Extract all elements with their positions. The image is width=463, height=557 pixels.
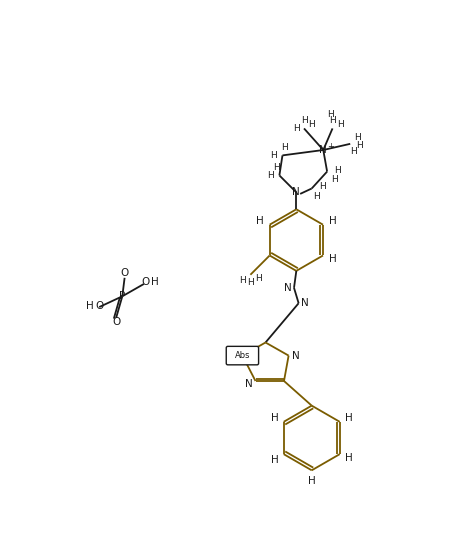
Text: H: H [344,413,352,423]
Text: H: H [355,141,362,150]
Text: O: O [141,277,149,287]
Text: H: H [312,192,319,201]
Text: H: H [328,255,336,265]
Text: N: N [291,350,299,360]
Text: H: H [266,171,273,180]
Text: N: N [319,145,326,155]
Text: H: H [344,453,352,463]
Text: H: H [239,276,245,285]
Text: H: H [272,163,279,172]
Text: H: H [334,165,341,174]
Text: N: N [292,187,300,197]
Text: O: O [112,317,120,328]
Text: H: H [292,124,299,133]
Text: H: H [270,413,278,423]
Text: H: H [270,455,278,465]
Text: H: H [349,147,356,156]
Text: H: H [269,151,276,160]
Text: N: N [300,298,308,308]
Text: H: H [319,183,325,192]
Text: H: H [280,143,287,152]
Text: H: H [150,277,158,287]
Text: N: N [283,283,291,293]
Text: H: H [336,120,343,129]
Text: Abs: Abs [234,351,250,360]
Text: H: H [327,110,334,119]
Text: +: + [326,141,333,150]
Text: H: H [308,120,314,129]
Text: N: N [244,379,252,389]
Text: H: H [328,216,336,226]
Text: H: H [300,116,307,125]
Text: H: H [86,301,94,311]
Text: H: H [331,175,338,184]
Text: H: H [328,116,335,125]
Text: O: O [95,301,103,311]
Text: H: H [307,476,315,486]
FancyBboxPatch shape [226,346,258,365]
Text: H: H [254,274,261,283]
Text: P: P [119,291,125,301]
Text: O: O [120,268,128,278]
Text: H: H [255,216,263,226]
Text: H: H [246,278,253,287]
Text: H: H [354,133,361,142]
